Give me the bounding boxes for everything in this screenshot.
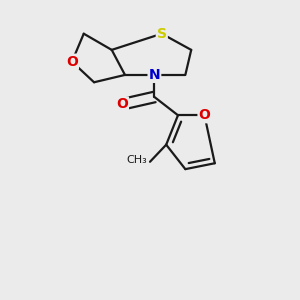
Text: O: O bbox=[66, 55, 78, 69]
Text: O: O bbox=[199, 108, 210, 122]
Text: CH₃: CH₃ bbox=[126, 155, 147, 165]
Text: O: O bbox=[116, 98, 128, 111]
Text: N: N bbox=[148, 68, 160, 82]
Text: S: S bbox=[157, 27, 167, 41]
